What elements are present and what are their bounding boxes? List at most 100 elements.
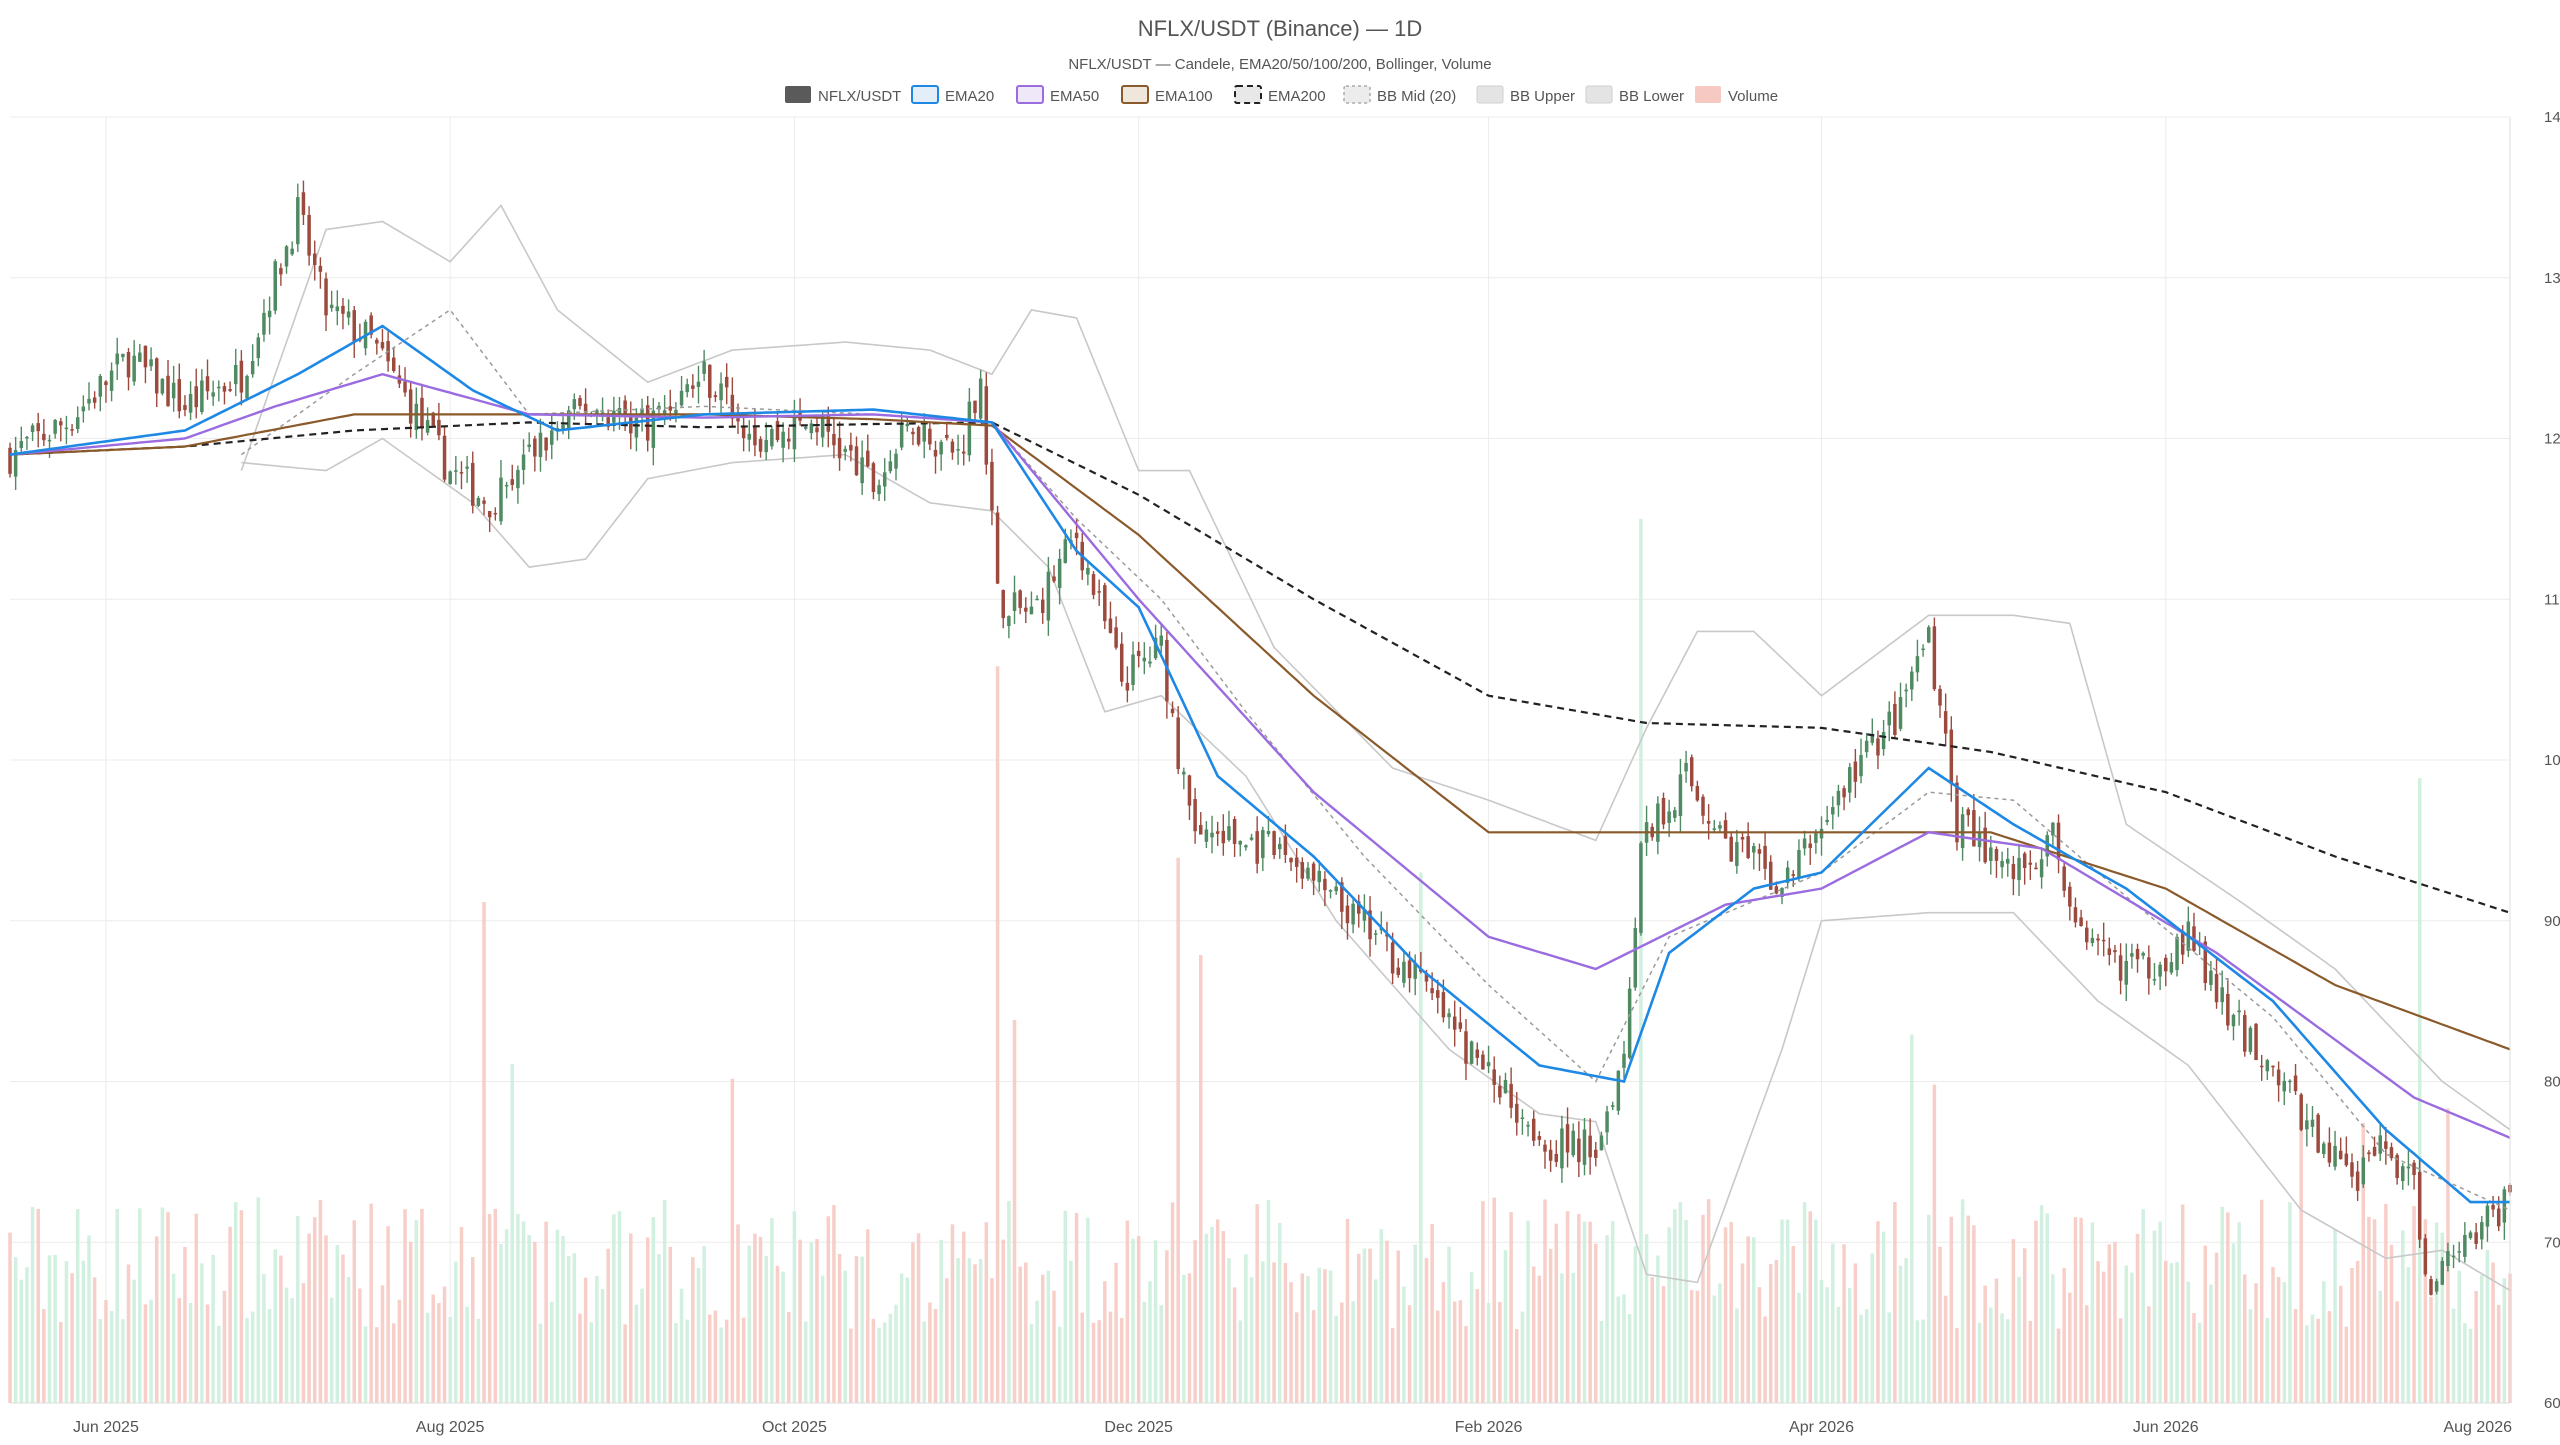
volume-bar [1215,1219,1220,1403]
candle-body [1565,1124,1570,1153]
volume-bar [1966,1215,1970,1403]
candle-body [1695,785,1700,801]
candle-body [550,430,554,445]
candle-body [939,441,943,455]
candle-body [1402,961,1406,983]
candle-body [1108,618,1113,633]
volume-bar [1610,1221,1615,1403]
candle-body [668,406,673,411]
volume-bar [2000,1313,2004,1403]
volume-bar [1153,1240,1158,1403]
volume-bar [2005,1319,2010,1403]
volume-bar [171,1273,176,1403]
volume-bar [1204,1233,1209,1403]
candle-body [233,364,238,385]
candle-body [391,357,396,371]
volume-bar [160,1207,165,1403]
volume-bar [1938,1246,1942,1403]
volume-bar [1424,1257,1429,1403]
volume-bar [2378,1290,2382,1403]
candle-body [837,437,842,459]
candle-body [341,305,345,314]
volume-bar [2299,1108,2303,1403]
y-tick-label: 110 [2544,591,2560,608]
volume-bar [2062,1268,2066,1403]
candle-body [1752,846,1756,853]
volume-bar [1520,1311,1525,1403]
volume-bar [956,1258,960,1403]
candle-body [1633,927,1638,988]
candle-body [2220,987,2224,1003]
volume-bar [2271,1266,2275,1403]
candle-body [1893,703,1897,735]
volume-bar [1469,1272,1474,1403]
volume-bar [1441,1282,1446,1403]
candle-body [2113,950,2117,953]
volume-bar [1768,1264,1773,1403]
candle-body [2209,970,2213,985]
volume-bar [2022,1248,2027,1403]
volume-bar [945,1278,949,1403]
candle-body [713,395,718,398]
volume-bar [2214,1252,2219,1403]
volume-bar [1853,1263,1858,1403]
volume-bar [476,1318,481,1403]
candle-body [2395,1154,2399,1179]
candle-body [1074,532,1079,539]
y-tick-label: 80 [2544,1074,2560,1091]
volume-bar [1323,1269,1327,1403]
volume-bar [1859,1314,1863,1403]
volume-bar [741,1317,746,1403]
legend-label: EMA100 [1155,88,1213,105]
volume-bar [736,1224,740,1403]
y-tick-label: 60 [2544,1395,2560,1412]
volume-bar [1836,1306,1841,1403]
candle-body [617,408,622,417]
candle-body [59,421,63,426]
legend-swatch [1476,85,1504,104]
volume-bar [1001,1239,1005,1403]
candle-body [978,378,983,419]
volume-bar [691,1257,695,1403]
candle-body [2056,822,2061,860]
volume-bar [2011,1239,2016,1403]
candle-body [1357,901,1361,914]
candle-body [629,416,633,434]
candle-body [1198,824,1203,835]
volume-bar [493,1208,498,1403]
candle-body [2389,1147,2394,1159]
volume-bar [1052,1290,1056,1403]
y-tick-label: 100 [2544,752,2560,769]
candle-body [2085,927,2089,943]
candle-body [747,433,752,440]
volume-bar [550,1301,554,1403]
candle-body [1735,842,1739,866]
candle-body [1825,819,1829,823]
candle-body [1351,903,1355,925]
volume-bar [1086,1217,1090,1403]
legend-swatch [1016,85,1044,104]
volume-bar [1266,1199,1271,1403]
volume-bar [516,1213,520,1403]
bb-lower-line [241,437,2511,1292]
candle-body [843,448,847,452]
volume-bar [1718,1283,1722,1403]
candle-body [1063,539,1068,563]
volume-bar [871,1318,876,1403]
candle-body [2288,1080,2292,1083]
legend-swatch [1234,85,1262,104]
volume-bar [2254,1283,2258,1403]
candle-body [109,370,114,391]
candle-body [1424,973,1429,982]
candle-body [1729,836,1733,862]
candle-body [126,352,131,378]
volume-bar [1667,1227,1671,1403]
volume-bar [92,1277,97,1403]
candle-body [2090,937,2095,944]
volume-bar [1024,1262,1028,1403]
volume-bar [1486,1303,1491,1403]
candle-body [2237,1010,2241,1013]
candle-body [104,381,108,386]
candle-body [1836,790,1841,806]
volume-bar [2056,1328,2061,1403]
